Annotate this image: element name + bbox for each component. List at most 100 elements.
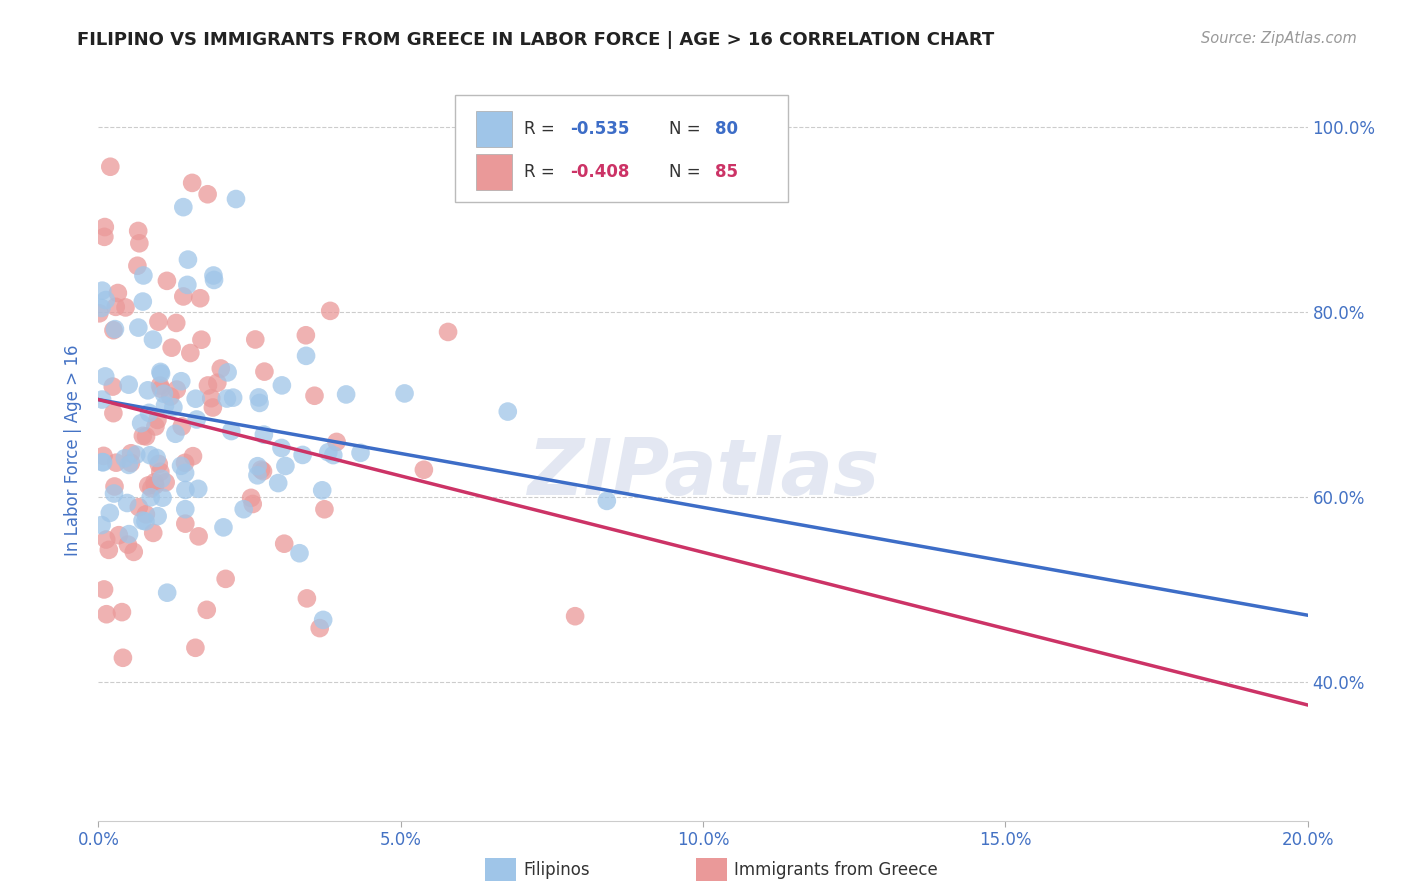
Y-axis label: In Labor Force | Age > 16: In Labor Force | Age > 16 — [65, 344, 83, 557]
Point — [159, 390, 181, 404]
Point — [138, 406, 160, 420]
Point — [217, 365, 239, 379]
Point — [114, 301, 136, 315]
Point — [314, 502, 336, 516]
Point — [139, 448, 162, 462]
Point — [142, 333, 165, 347]
Point — [412, 463, 434, 477]
Point — [246, 468, 269, 483]
Point — [249, 396, 271, 410]
Text: N =: N = — [669, 120, 706, 138]
Point — [295, 591, 318, 606]
Point — [165, 426, 187, 441]
Point — [120, 456, 142, 470]
Point — [270, 378, 292, 392]
Point — [145, 419, 167, 434]
Point — [111, 605, 134, 619]
Point — [93, 582, 115, 597]
Point — [135, 429, 157, 443]
Point — [103, 406, 125, 420]
Point — [221, 424, 243, 438]
Point — [564, 609, 586, 624]
Point — [115, 496, 138, 510]
Point — [170, 419, 193, 434]
Point — [141, 481, 163, 495]
Text: Source: ZipAtlas.com: Source: ZipAtlas.com — [1201, 31, 1357, 46]
Point — [312, 613, 335, 627]
Point — [122, 545, 145, 559]
Point — [89, 306, 111, 320]
Point — [188, 291, 211, 305]
Point — [186, 412, 208, 426]
Point — [195, 603, 218, 617]
Point — [96, 607, 118, 622]
Point — [132, 294, 155, 309]
Point — [97, 542, 120, 557]
Point — [207, 376, 229, 390]
Text: Immigrants from Greece: Immigrants from Greece — [734, 861, 938, 879]
Point — [325, 434, 347, 449]
Point — [179, 346, 201, 360]
Point — [596, 494, 619, 508]
Text: R =: R = — [524, 120, 560, 138]
Point — [225, 192, 247, 206]
Point — [232, 502, 254, 516]
Point — [174, 483, 197, 497]
Point — [174, 502, 197, 516]
Point — [111, 650, 134, 665]
Point — [90, 301, 112, 315]
Point — [212, 520, 235, 534]
Point — [187, 482, 209, 496]
Point — [153, 386, 176, 401]
Point — [246, 459, 269, 474]
Point — [156, 274, 179, 288]
Point — [149, 365, 172, 379]
Point — [148, 315, 170, 329]
Point — [174, 466, 197, 480]
Point — [136, 478, 159, 492]
Point — [240, 491, 263, 505]
Point — [197, 187, 219, 202]
Point — [270, 441, 292, 455]
Point — [162, 401, 184, 415]
Point — [134, 514, 156, 528]
Point — [148, 457, 170, 471]
Point — [253, 427, 276, 442]
Point — [187, 529, 209, 543]
Point — [209, 361, 232, 376]
Point — [197, 378, 219, 392]
Point — [214, 572, 236, 586]
Point — [129, 416, 152, 430]
Point — [139, 490, 162, 504]
Point — [247, 391, 270, 405]
Point — [98, 160, 121, 174]
Point — [114, 451, 136, 466]
Bar — [475, 112, 512, 147]
Point — [127, 259, 149, 273]
Point — [93, 230, 115, 244]
Point — [152, 491, 174, 505]
Point — [91, 455, 114, 469]
Point — [202, 268, 225, 283]
Point — [190, 333, 212, 347]
Point — [170, 458, 193, 473]
Point — [166, 383, 188, 397]
Bar — [475, 154, 512, 190]
Point — [177, 252, 200, 267]
Point — [101, 379, 124, 393]
Point — [91, 284, 114, 298]
Point — [215, 392, 238, 406]
Text: 85: 85 — [716, 163, 738, 181]
Point — [105, 456, 128, 470]
Point — [273, 537, 295, 551]
Point — [274, 458, 297, 473]
Point — [107, 285, 129, 300]
Point — [174, 456, 197, 470]
Point — [165, 316, 187, 330]
Point — [90, 518, 112, 533]
Point — [103, 323, 125, 337]
Point — [143, 475, 166, 490]
Point — [311, 483, 333, 498]
Text: R =: R = — [524, 163, 560, 181]
Point — [170, 374, 193, 388]
